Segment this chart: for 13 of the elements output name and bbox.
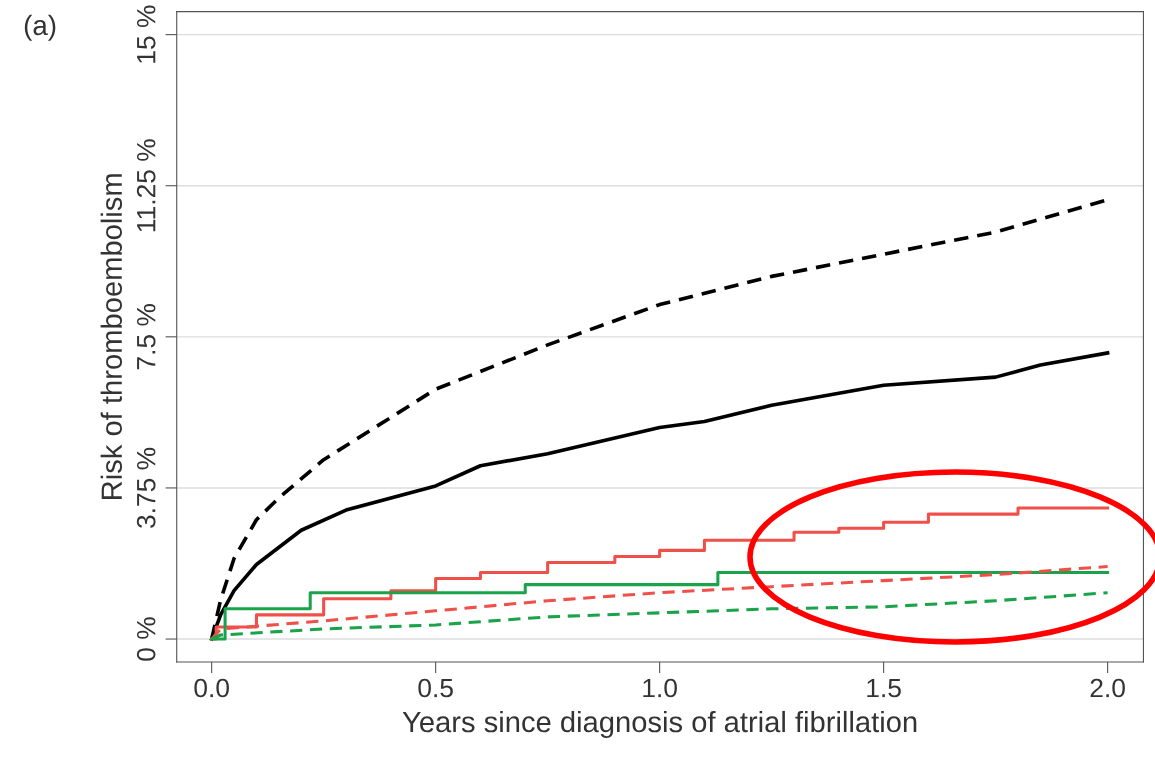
y-tick-label: 3.75 % [136,447,156,528]
y-tick-label: 15 % [136,5,156,63]
x-tick-label: 0.5 [418,678,453,698]
x-tick-label: 1.0 [643,678,677,698]
y-axis-title: Risk of thromboembolism [100,174,123,499]
text: (a) [24,14,56,41]
y-tick-label: 7.5 % [136,304,156,370]
y-tick-label: 11.25 % [136,139,156,232]
x-tick-label: 2.0 [1090,678,1125,698]
x-tick-label: 1.5 [867,678,901,698]
x-tick-label: 0.0 [194,678,229,698]
y-tick-label: 0 % [136,617,156,661]
x-axis-title: Years since diagnosis of atrial fibrillation [402,710,917,739]
